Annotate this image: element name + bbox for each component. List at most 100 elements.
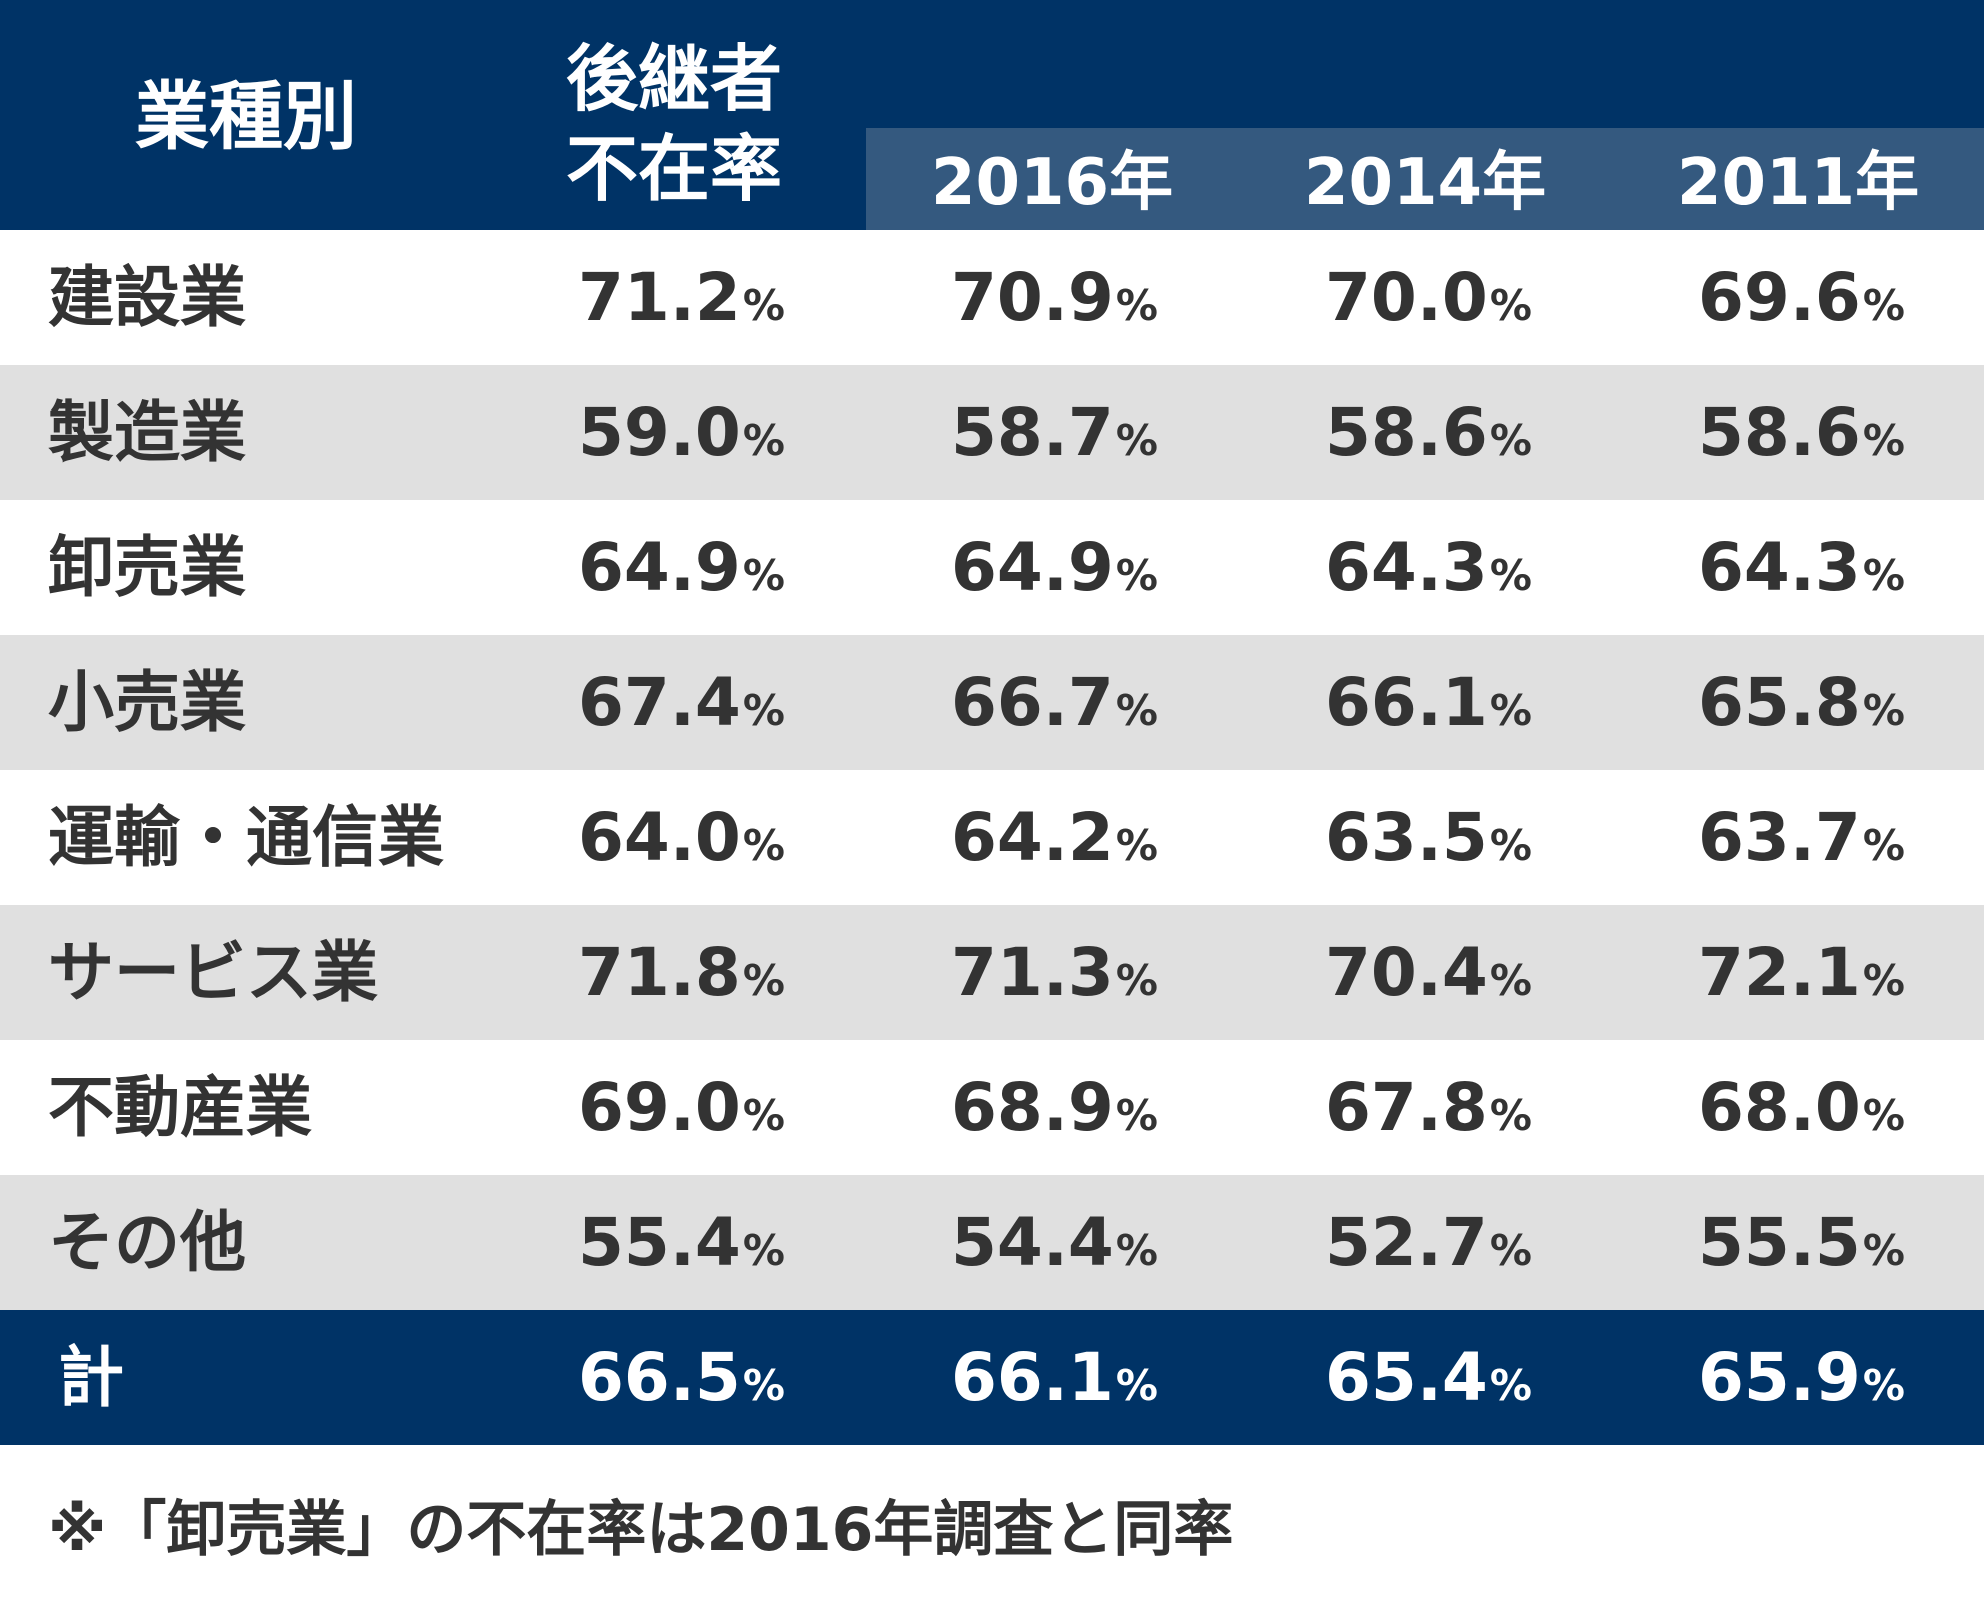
cell-value: 72.1 xyxy=(1698,934,1861,1011)
cell-rate: 64.9% xyxy=(578,500,785,635)
cell-value: 64.9 xyxy=(951,529,1114,606)
table-row: その他 55.4% 54.4% 52.7% 55.5% xyxy=(0,1175,1984,1310)
cell-unit: % xyxy=(1489,1361,1532,1410)
table-row: 計 66.5% 66.1% 65.4% 65.9% xyxy=(0,1310,1984,1445)
cell-unit: % xyxy=(1489,1091,1532,1140)
header-rate-line2: 不在率 xyxy=(566,127,783,211)
cell-unit: % xyxy=(1489,686,1532,735)
cell-value: 69.0 xyxy=(578,1069,741,1146)
cell-value: 69.6 xyxy=(1698,259,1861,336)
cell-value: 64.9 xyxy=(578,529,741,606)
cell-value: 66.5 xyxy=(578,1339,741,1416)
row-category: 卸売業 xyxy=(48,529,246,606)
cell-2011: 58.6% xyxy=(1698,365,1905,500)
cell-value: 68.9 xyxy=(951,1069,1114,1146)
cell-value: 63.7 xyxy=(1698,799,1861,876)
cell-unit: % xyxy=(1862,416,1905,465)
cell-value: 59.0 xyxy=(578,394,741,471)
cell-2011: 65.9% xyxy=(1698,1310,1905,1445)
cell-unit: % xyxy=(1115,686,1158,735)
table-row: 不動産業 69.0% 68.9% 67.8% 68.0% xyxy=(0,1040,1984,1175)
cell-rate: 66.5% xyxy=(578,1310,785,1445)
row-category: 計 xyxy=(58,1339,124,1416)
cell-rate: 59.0% xyxy=(578,365,785,500)
row-category: 製造業 xyxy=(48,394,246,471)
cell-2011: 64.3% xyxy=(1698,500,1905,635)
cell-value: 55.5 xyxy=(1698,1204,1861,1281)
cell-unit: % xyxy=(1115,1361,1158,1410)
row-category: サービス業 xyxy=(48,934,378,1011)
table-row: 運輸・通信業 64.0% 64.2% 63.5% 63.7% xyxy=(0,770,1984,905)
cell-2011: 68.0% xyxy=(1698,1040,1905,1175)
cell-unit: % xyxy=(1115,956,1158,1005)
cell-unit: % xyxy=(742,821,785,870)
cell-unit: % xyxy=(742,956,785,1005)
cell-unit: % xyxy=(1115,281,1158,330)
cell-value: 54.4 xyxy=(951,1204,1114,1281)
cell-value: 52.7 xyxy=(1325,1204,1488,1281)
cell-unit: % xyxy=(1489,821,1532,870)
cell-unit: % xyxy=(1862,551,1905,600)
cell-rate: 55.4% xyxy=(578,1175,785,1310)
row-category: その他 xyxy=(48,1204,246,1281)
cell-2016: 66.1% xyxy=(951,1310,1158,1445)
cell-2014: 70.0% xyxy=(1325,230,1532,365)
header-year-2011: 2011年 xyxy=(1676,146,1920,220)
cell-2016: 70.9% xyxy=(951,230,1158,365)
table-row: 卸売業 64.9% 64.9% 64.3% 64.3% xyxy=(0,500,1984,635)
cell-unit: % xyxy=(1115,1091,1158,1140)
cell-2014: 63.5% xyxy=(1325,770,1532,905)
header-rate-line1: 後継者 xyxy=(566,37,783,121)
cell-value: 65.4 xyxy=(1325,1339,1488,1416)
cell-2014: 64.3% xyxy=(1325,500,1532,635)
header-year-2016: 2016年 xyxy=(930,146,1174,220)
row-category: 建設業 xyxy=(48,259,246,336)
cell-unit: % xyxy=(742,281,785,330)
table-row: 小売業 67.4% 66.7% 66.1% 65.8% xyxy=(0,635,1984,770)
cell-value: 67.4 xyxy=(578,664,741,741)
cell-2014: 70.4% xyxy=(1325,905,1532,1040)
cell-unit: % xyxy=(1489,551,1532,600)
table-body: 建設業 71.2% 70.9% 70.0% 69.6% 製造業 59.0% 58.7% 58.6… xyxy=(0,230,1984,1445)
cell-value: 70.9 xyxy=(951,259,1114,336)
cell-value: 55.4 xyxy=(578,1204,741,1281)
cell-unit: % xyxy=(742,1226,785,1275)
table-row: サービス業 71.8% 71.3% 70.4% 72.1% xyxy=(0,905,1984,1040)
cell-2014: 52.7% xyxy=(1325,1175,1532,1310)
header-rate: 後継者 不在率 xyxy=(566,34,806,214)
cell-unit: % xyxy=(1115,551,1158,600)
row-category: 小売業 xyxy=(48,664,246,741)
cell-rate: 71.8% xyxy=(578,905,785,1040)
cell-value: 58.7 xyxy=(951,394,1114,471)
cell-2011: 55.5% xyxy=(1698,1175,1905,1310)
cell-unit: % xyxy=(742,686,785,735)
cell-value: 63.5 xyxy=(1325,799,1488,876)
cell-unit: % xyxy=(1862,956,1905,1005)
cell-value: 71.8 xyxy=(578,934,741,1011)
cell-value: 70.0 xyxy=(1325,259,1488,336)
cell-value: 66.1 xyxy=(1325,664,1488,741)
cell-value: 65.8 xyxy=(1698,664,1861,741)
table-row: 製造業 59.0% 58.7% 58.6% 58.6% xyxy=(0,365,1984,500)
cell-value: 71.2 xyxy=(578,259,741,336)
cell-unit: % xyxy=(1862,1226,1905,1275)
cell-value: 64.3 xyxy=(1698,529,1861,606)
cell-2011: 65.8% xyxy=(1698,635,1905,770)
cell-value: 67.8 xyxy=(1325,1069,1488,1146)
year-band: 2016年 2014年 2011年 xyxy=(866,128,1984,230)
header-year-2014: 2014年 xyxy=(1303,146,1547,220)
cell-2014: 58.6% xyxy=(1325,365,1532,500)
cell-unit: % xyxy=(742,416,785,465)
cell-2014: 66.1% xyxy=(1325,635,1532,770)
cell-unit: % xyxy=(742,551,785,600)
cell-2016: 64.9% xyxy=(951,500,1158,635)
cell-2011: 69.6% xyxy=(1698,230,1905,365)
cell-value: 65.9 xyxy=(1698,1339,1861,1416)
cell-2016: 54.4% xyxy=(951,1175,1158,1310)
cell-rate: 71.2% xyxy=(578,230,785,365)
cell-value: 68.0 xyxy=(1698,1069,1861,1146)
cell-value: 71.3 xyxy=(951,934,1114,1011)
cell-unit: % xyxy=(742,1091,785,1140)
cell-value: 64.0 xyxy=(578,799,741,876)
cell-unit: % xyxy=(1115,821,1158,870)
